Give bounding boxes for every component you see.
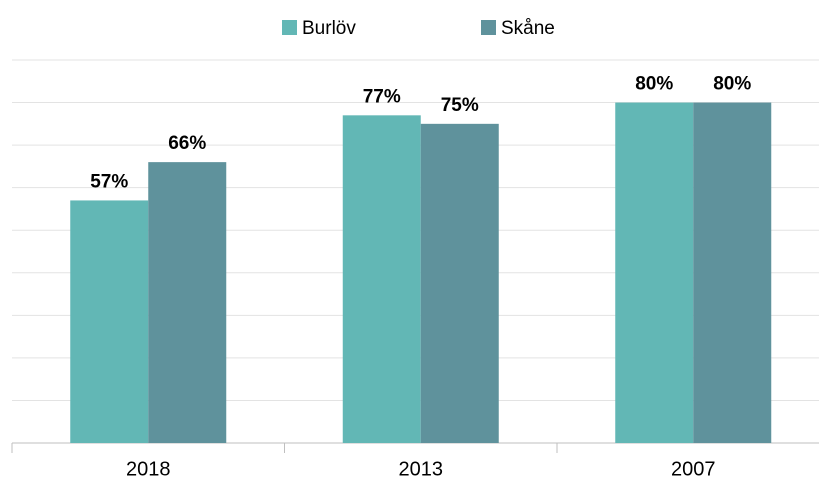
bar xyxy=(420,123,499,443)
bar xyxy=(70,200,149,443)
data-label: 77% xyxy=(363,86,401,107)
legend-label: Skåne xyxy=(501,18,555,39)
legend-label: Burlöv xyxy=(302,18,356,39)
bar xyxy=(342,115,421,444)
legend-swatch xyxy=(282,20,297,35)
x-tick-label: 2013 xyxy=(399,458,444,480)
data-label: 66% xyxy=(168,133,206,154)
x-tick-label: 2018 xyxy=(126,458,171,480)
data-label: 75% xyxy=(441,95,479,116)
bar xyxy=(693,102,772,444)
x-tick-label: 2007 xyxy=(671,458,716,480)
bar xyxy=(148,162,227,443)
data-label: 80% xyxy=(635,74,673,95)
bar xyxy=(615,102,694,444)
data-label: 80% xyxy=(713,74,751,95)
legend-swatch xyxy=(481,20,496,35)
data-label: 57% xyxy=(90,171,128,192)
